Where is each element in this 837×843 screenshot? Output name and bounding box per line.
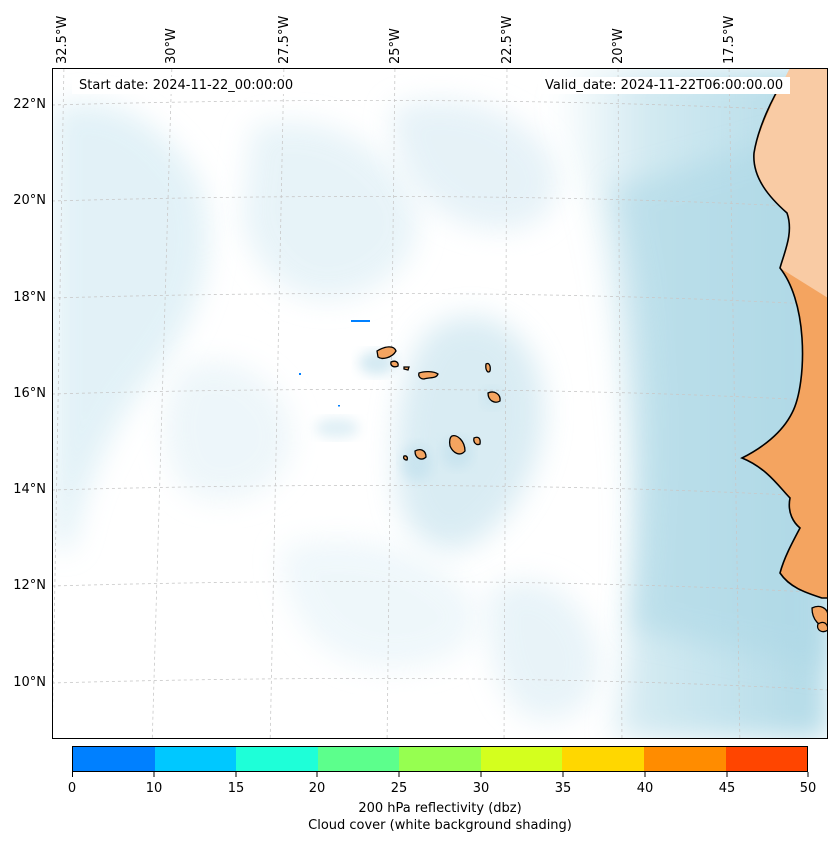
african-coast xyxy=(740,68,828,633)
lon-label-32-5w: 32.5°W xyxy=(55,15,70,64)
colorbar-tick-20: 20 xyxy=(308,781,326,796)
colorbar-segment-40-45 xyxy=(643,747,726,771)
colorbar-ticks xyxy=(72,772,809,777)
colorbar-tick-30: 30 xyxy=(472,781,490,796)
lon-label-22-5w: 22.5°W xyxy=(500,15,515,64)
lat-label-18n: 18°N xyxy=(13,290,46,305)
lon-label-27-5w: 27.5°W xyxy=(277,15,292,64)
lon-label-20w: 20°W xyxy=(611,28,626,64)
colorbar-segment-25-30 xyxy=(399,747,481,771)
lat-label-16n: 16°N xyxy=(13,386,46,401)
cape-verde-islands xyxy=(376,346,501,461)
lat-label-12n: 12°N xyxy=(13,578,46,593)
colorbar-segment-45-50 xyxy=(725,747,808,771)
colorbar-tick-40: 40 xyxy=(636,781,654,796)
lon-label-30w: 30°W xyxy=(164,28,179,64)
colorbar-tick-15: 15 xyxy=(227,781,245,796)
colorbar-label: 200 hPa reflectivity (dbz) xyxy=(358,801,522,816)
colorbar-tick-45: 45 xyxy=(718,781,736,796)
colorbar xyxy=(72,746,808,772)
reflectivity-returns xyxy=(299,320,370,407)
colorbar-tick-50: 50 xyxy=(799,781,817,796)
colorbar-tick-0: 0 xyxy=(67,781,77,796)
map-panel xyxy=(52,68,828,739)
colorbar-segment-0-10 xyxy=(73,747,155,771)
lat-label-22n: 22°N xyxy=(13,97,46,112)
lat-label-10n: 10°N xyxy=(13,675,46,690)
colorbar-segment-15-20 xyxy=(236,747,318,771)
colorbar-segment-20-25 xyxy=(317,747,400,771)
start-date-label: Start date: 2024-11-22_00:00:00 xyxy=(72,77,301,94)
colorbar-tick-10: 10 xyxy=(145,781,163,796)
lat-label-20n: 20°N xyxy=(13,193,46,208)
lon-label-25w: 25°W xyxy=(388,28,403,64)
lat-label-14n: 14°N xyxy=(13,482,46,497)
colorbar-sublabel: Cloud cover (white background shading) xyxy=(308,818,572,833)
colorbar-segment-10-15 xyxy=(154,747,237,771)
valid-date-label: Valid_date: 2024-11-22T06:00:00.00 xyxy=(538,77,791,94)
colorbar-tick-35: 35 xyxy=(554,781,572,796)
lon-label-17-5w: 17.5°W xyxy=(722,15,737,64)
colorbar-segment-35-40 xyxy=(562,747,644,771)
graticule xyxy=(52,68,828,739)
colorbar-segment-30-35 xyxy=(480,747,563,771)
colorbar-tick-25: 25 xyxy=(390,781,408,796)
